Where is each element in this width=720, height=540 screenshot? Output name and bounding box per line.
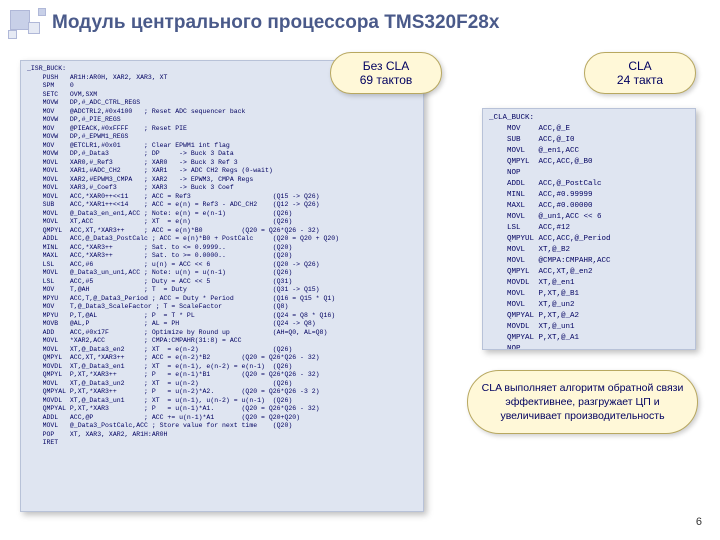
code-line: MOVL XT,ACC ; XT = e(n) (Q26) — [27, 218, 417, 227]
code-line: MOVL XT,@_B2 — [489, 245, 689, 256]
callout-line: 24 такта — [617, 73, 663, 87]
code-line: NOP — [489, 344, 689, 350]
page-title: Модуль центрального процессора TMS320F28… — [52, 12, 499, 34]
code-line: QMPYAL P,XT,*XAR3 ; P = u(n-1)*A1. (Q20 … — [27, 405, 417, 414]
code-line: QMPYL ACC,ACC,@_B0 — [489, 157, 689, 168]
code-line: ADDL ACC,@_Data3_PostCalc ; ACC = e(n)*B… — [27, 235, 417, 244]
code-line: QMPYUL ACC,ACC,@_Period — [489, 234, 689, 245]
code-line: ADD ACC,#0x17F ; Optimize by Round up (A… — [27, 329, 417, 338]
code-line: QMPYL ACC,XT,@_en2 — [489, 267, 689, 278]
code-line: MOVDL XT,@_en1 — [489, 278, 689, 289]
code-line: IRET — [27, 439, 417, 448]
code-line: MAXL ACC,#0.00000 — [489, 201, 689, 212]
code-line: MOVL XT,@_Data3_un2 ; XT = u(n-2) (Q26) — [27, 380, 417, 389]
code-line: MOVL @_Data3_un_un1,ACC ; Note: u(n) = u… — [27, 269, 417, 278]
code-line: MOV @PIEACK,#0xFFFF ; Reset PIE — [27, 125, 417, 134]
page-number: 6 — [696, 516, 702, 528]
code-line: MOVL XT,@_un2 — [489, 300, 689, 311]
code-line: MAXL ACC,*XAR3++ ; Sat. to >= 0.0000.. (… — [27, 252, 417, 261]
callout-line: CLA — [628, 59, 651, 73]
code-line: MOVW DP,#_ADC_CTRL_REGS — [27, 99, 417, 108]
code-line: MOVL @_Data3_PostCalc,ACC ; Store value … — [27, 422, 417, 431]
code-line: MOVL XAR1,#ADC_CH2 ; XAR1 -> ADC CH2 Reg… — [27, 167, 417, 176]
code-line: QMPYL ACC,XT,*XAR3++ ; ACC = e(n-2)*B2 (… — [27, 354, 417, 363]
code-line: LSL ACC,#5 ; Duty = ACC << 5 (Q31) — [27, 278, 417, 287]
code-line: _CLA_BUCK: — [489, 113, 689, 124]
code-line: MOVL @_en1,ACC — [489, 146, 689, 157]
code-line: QMPYAL P,XT,@_A1 — [489, 333, 689, 344]
callout-description: CLA выполняет алгоритм обратной связи эф… — [467, 370, 698, 434]
code-line: QMPYL ACC,XT,*XAR3++ ; ACC = e(n)*B0 (Q2… — [27, 227, 417, 236]
code-line: MOV T,@AH ; T = Duty (Q31 -> Q15) — [27, 286, 417, 295]
code-line: MOVW DP,#_Data3 ; DP -> Buck 3 Data — [27, 150, 417, 159]
code-line: MOVL XAR3,#_Coef3 ; XAR3 -> Buck 3 Coef — [27, 184, 417, 193]
code-line: ADDL ACC,@_PostCalc — [489, 179, 689, 190]
code-line: MPYU ACC,T,@_Data3_Period ; ACC = Duty *… — [27, 295, 417, 304]
isr-buck-code: _ISR_BUCK: PUSH AR1H:AR0H, XAR2, XAR3, X… — [20, 60, 424, 512]
cla-buck-code: _CLA_BUCK: MOV ACC,@_E SUB ACC,@_I0 MOVL… — [482, 108, 696, 350]
callout-cla: CLA 24 такта — [584, 52, 696, 94]
code-line: QMPYAL P,XT,*XAR3++ ; P = u(n-2)*A2. (Q2… — [27, 388, 417, 397]
code-line: MOVL @CMPA:CMPAHR,ACC — [489, 256, 689, 267]
code-line: LSL ACC,#6 ; u(n) = ACC << 6 (Q20 -> Q26… — [27, 261, 417, 270]
code-line: MOV @ETCLR1,#0x01 ; Clear EPWM1 int flag — [27, 142, 417, 151]
code-line: MOVL @_Data3_en_en1,ACC ; Note: e(n) = e… — [27, 210, 417, 219]
code-line: MINL ACC,#0.99999 — [489, 190, 689, 201]
code-line: SUB ACC,*XAR1++<<14 ; ACC = e(n) = Ref3 … — [27, 201, 417, 210]
code-line: MOVW DP,#_EPWM1_REGS — [27, 133, 417, 142]
code-line: MOVL @_un1,ACC << 6 — [489, 212, 689, 223]
code-line: MOVL XAR0,#_Ref3 ; XAR0 -> Buck 3 Ref 3 — [27, 159, 417, 168]
code-line: MOV @ADCTRL2,#0x4100 ; Reset ADC sequenc… — [27, 108, 417, 117]
code-line: MOV T,@_Data3_ScaleFactor ; T = ScaleFac… — [27, 303, 417, 312]
code-line: MOVDL XT,@_Data3_en1 ; XT = e(n-1), e(n-… — [27, 363, 417, 372]
code-line: MOV ACC,@_E — [489, 124, 689, 135]
code-line: MOVDL XT,@_Data3_un1 ; XT = u(n-1), u(n-… — [27, 397, 417, 406]
callout-line: Без CLA — [363, 59, 409, 73]
code-line: QMPYAL P,XT,@_A2 — [489, 311, 689, 322]
code-line: MOVL *XAR2,ACC ; CMPA:CMPAHR(31:8) = ACC — [27, 337, 417, 346]
code-line: MOVL XT,@_Data3_en2 ; XT = e(n-2) (Q26) — [27, 346, 417, 355]
code-line: QMPYL P,XT,*XAR3++ ; P = e(n-1)*B1 (Q20 … — [27, 371, 417, 380]
code-line: MOVL XAR2,#EPWM3_CMPA ; XAR2 -> EPWM3, C… — [27, 176, 417, 185]
callout-no-cla: Без CLA 69 тактов — [330, 52, 442, 94]
code-line: MOVB @AL,P ; AL = PH (Q24 -> Q8) — [27, 320, 417, 329]
code-line: SUB ACC,@_I0 — [489, 135, 689, 146]
code-line: ADDL ACC,@P ; ACC += u(n-1)*A1 (Q20 = Q2… — [27, 414, 417, 423]
code-line: NOP — [489, 168, 689, 179]
code-line: POP XT, XAR3, XAR2, AR1H:AR0H — [27, 431, 417, 440]
code-line: MOVW DP,#_PIE_REGS — [27, 116, 417, 125]
code-line: MOVL P,XT,@_B1 — [489, 289, 689, 300]
code-line: MPYU P,T,@AL ; P = T * PL (Q24 = Q8 * Q1… — [27, 312, 417, 321]
code-line: LSL ACC,#12 — [489, 223, 689, 234]
code-line: MOVDL XT,@_un1 — [489, 322, 689, 333]
callout-line: 69 тактов — [360, 73, 413, 87]
code-line: MINL ACC,*XAR3++ ; Sat. to <= 0.9999.. (… — [27, 244, 417, 253]
code-line: MOVL ACC,*XAR0++<<11 ; ACC = Ref3 (Q15 -… — [27, 193, 417, 202]
